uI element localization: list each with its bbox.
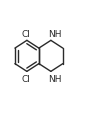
Text: NH: NH: [48, 30, 61, 39]
Text: NH: NH: [48, 74, 61, 83]
Text: Cl: Cl: [22, 29, 31, 38]
Text: Cl: Cl: [22, 75, 31, 84]
